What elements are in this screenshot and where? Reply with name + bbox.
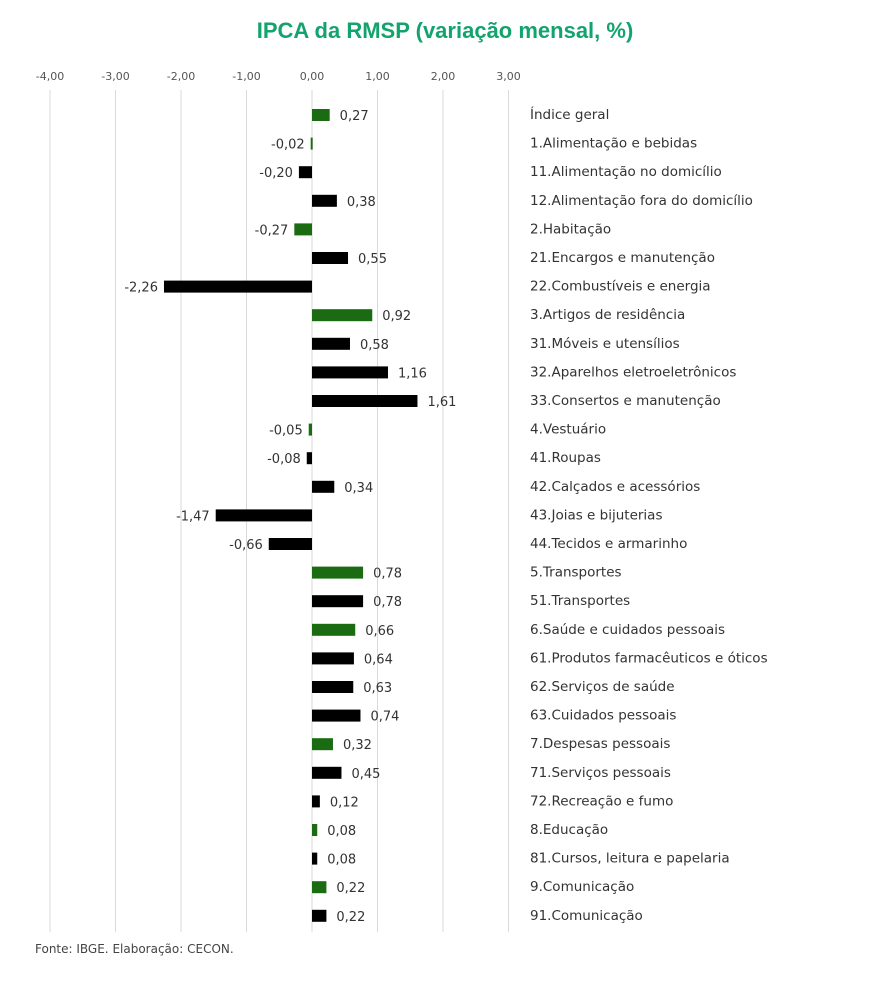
- bar: [312, 824, 318, 836]
- category-label: 91.Comunicação: [530, 908, 643, 924]
- bar: [294, 223, 312, 236]
- data-label: 0,55: [358, 252, 387, 267]
- bar: [312, 194, 337, 207]
- bar: [312, 909, 327, 922]
- data-label: 0,12: [330, 795, 359, 810]
- bar: [308, 423, 312, 436]
- category-label: 41.Roupas: [530, 450, 601, 466]
- bar: [312, 795, 320, 808]
- category-label: 81.Cursos, leitura e papelaria: [530, 851, 730, 867]
- bar: [312, 395, 418, 407]
- bar: [312, 766, 342, 779]
- bar: [312, 852, 318, 865]
- category-label: 32.Aparelhos eletroeletrônicos: [530, 364, 736, 380]
- category-label: 4.Vestuário: [530, 422, 606, 438]
- bar: [312, 623, 356, 636]
- data-label: 0,78: [373, 595, 402, 610]
- data-label: -0,66: [229, 538, 263, 553]
- data-label: 0,08: [327, 824, 356, 839]
- data-label: -0,27: [255, 223, 289, 238]
- category-label: 7.Despesas pessoais: [530, 736, 670, 752]
- x-tick-label: -2,00: [167, 70, 195, 83]
- category-label: 2.Habitação: [530, 221, 611, 237]
- category-label: 51.Transportes: [530, 593, 630, 609]
- data-label: -0,08: [267, 452, 301, 467]
- x-tick-label: -4,00: [36, 70, 64, 83]
- bar: [298, 166, 312, 179]
- bar: [312, 366, 388, 379]
- category-label: 12.Alimentação fora do domicílio: [530, 193, 753, 209]
- bar: [312, 309, 373, 322]
- bar: [312, 738, 333, 751]
- bar: [312, 709, 361, 722]
- x-tick-label: 0,00: [300, 70, 325, 83]
- data-label: 0,78: [373, 567, 402, 582]
- category-label: 42.Calçados e acessórios: [530, 479, 700, 495]
- data-label: 0,58: [360, 338, 389, 353]
- category-label: 8.Educação: [530, 822, 608, 838]
- bar: [215, 509, 312, 522]
- category-label: 11.Alimentação no domicílio: [530, 164, 722, 180]
- category-label: 6.Saúde e cuidados pessoais: [530, 622, 725, 638]
- data-label: 0,38: [347, 195, 376, 210]
- category-label: 72.Recreação e fumo: [530, 793, 673, 809]
- data-label: 0,63: [363, 681, 392, 696]
- category-label: 3.Artigos de residência: [530, 307, 685, 323]
- x-tick-label: 1,00: [365, 70, 390, 83]
- data-label: 0,22: [336, 910, 365, 925]
- bar: [312, 652, 354, 665]
- data-label: -0,05: [269, 424, 303, 439]
- bar: [312, 881, 327, 894]
- bar: [312, 595, 364, 608]
- category-label: 22.Combustíveis e energia: [530, 279, 711, 295]
- data-label: 1,16: [398, 366, 427, 381]
- data-label: 0,27: [340, 109, 369, 124]
- category-label: Índice geral: [530, 106, 609, 123]
- data-label: 0,66: [365, 624, 394, 639]
- data-label: 1,61: [427, 395, 456, 410]
- bar: [312, 252, 349, 264]
- bar: [268, 538, 312, 550]
- source-footer: Fonte: IBGE. Elaboração: CECON.: [35, 942, 234, 956]
- data-label: 0,22: [336, 881, 365, 896]
- category-label: 33.Consertos e manutenção: [530, 393, 721, 409]
- x-tick-label: 3,00: [496, 70, 521, 83]
- category-label: 31.Móveis e utensílios: [530, 336, 680, 352]
- data-label: -0,20: [259, 166, 293, 181]
- category-label: 61.Produtos farmacêuticos e óticos: [530, 650, 768, 666]
- data-label: 0,32: [343, 738, 372, 753]
- category-label: 5.Transportes: [530, 565, 622, 581]
- data-label: 0,92: [382, 309, 411, 324]
- bar: [312, 109, 330, 121]
- x-tick-label: -1,00: [232, 70, 260, 83]
- category-label: 43.Joias e bijuterias: [530, 507, 663, 523]
- data-label: 0,08: [327, 853, 356, 868]
- category-label: 1.Alimentação e bebidas: [530, 136, 697, 152]
- bar: [306, 452, 312, 465]
- category-label: 44.Tecidos e armarinho: [530, 536, 687, 552]
- chart-title: IPCA da RMSP (variação mensal, %): [256, 18, 634, 43]
- bar: [163, 280, 312, 293]
- x-tick-label: 2,00: [431, 70, 456, 83]
- data-label: -0,02: [271, 138, 305, 153]
- bar: [310, 137, 313, 150]
- data-label: 0,34: [344, 481, 373, 496]
- category-label: 9.Comunicação: [530, 879, 634, 895]
- category-label: 62.Serviços de saúde: [530, 679, 675, 695]
- category-label: 63.Cuidados pessoais: [530, 708, 676, 724]
- data-label: 0,64: [364, 652, 393, 667]
- data-label: 0,45: [351, 767, 380, 782]
- bar: [312, 681, 354, 693]
- data-label: 0,74: [370, 710, 399, 725]
- data-label: -2,26: [124, 281, 158, 296]
- bar: [312, 480, 335, 493]
- bar: [312, 566, 364, 579]
- bar: [312, 337, 350, 350]
- category-label: 21.Encargos e manutenção: [530, 250, 715, 266]
- category-label: 71.Serviços pessoais: [530, 765, 671, 781]
- x-tick-label: -3,00: [101, 70, 129, 83]
- data-label: -1,47: [176, 509, 210, 524]
